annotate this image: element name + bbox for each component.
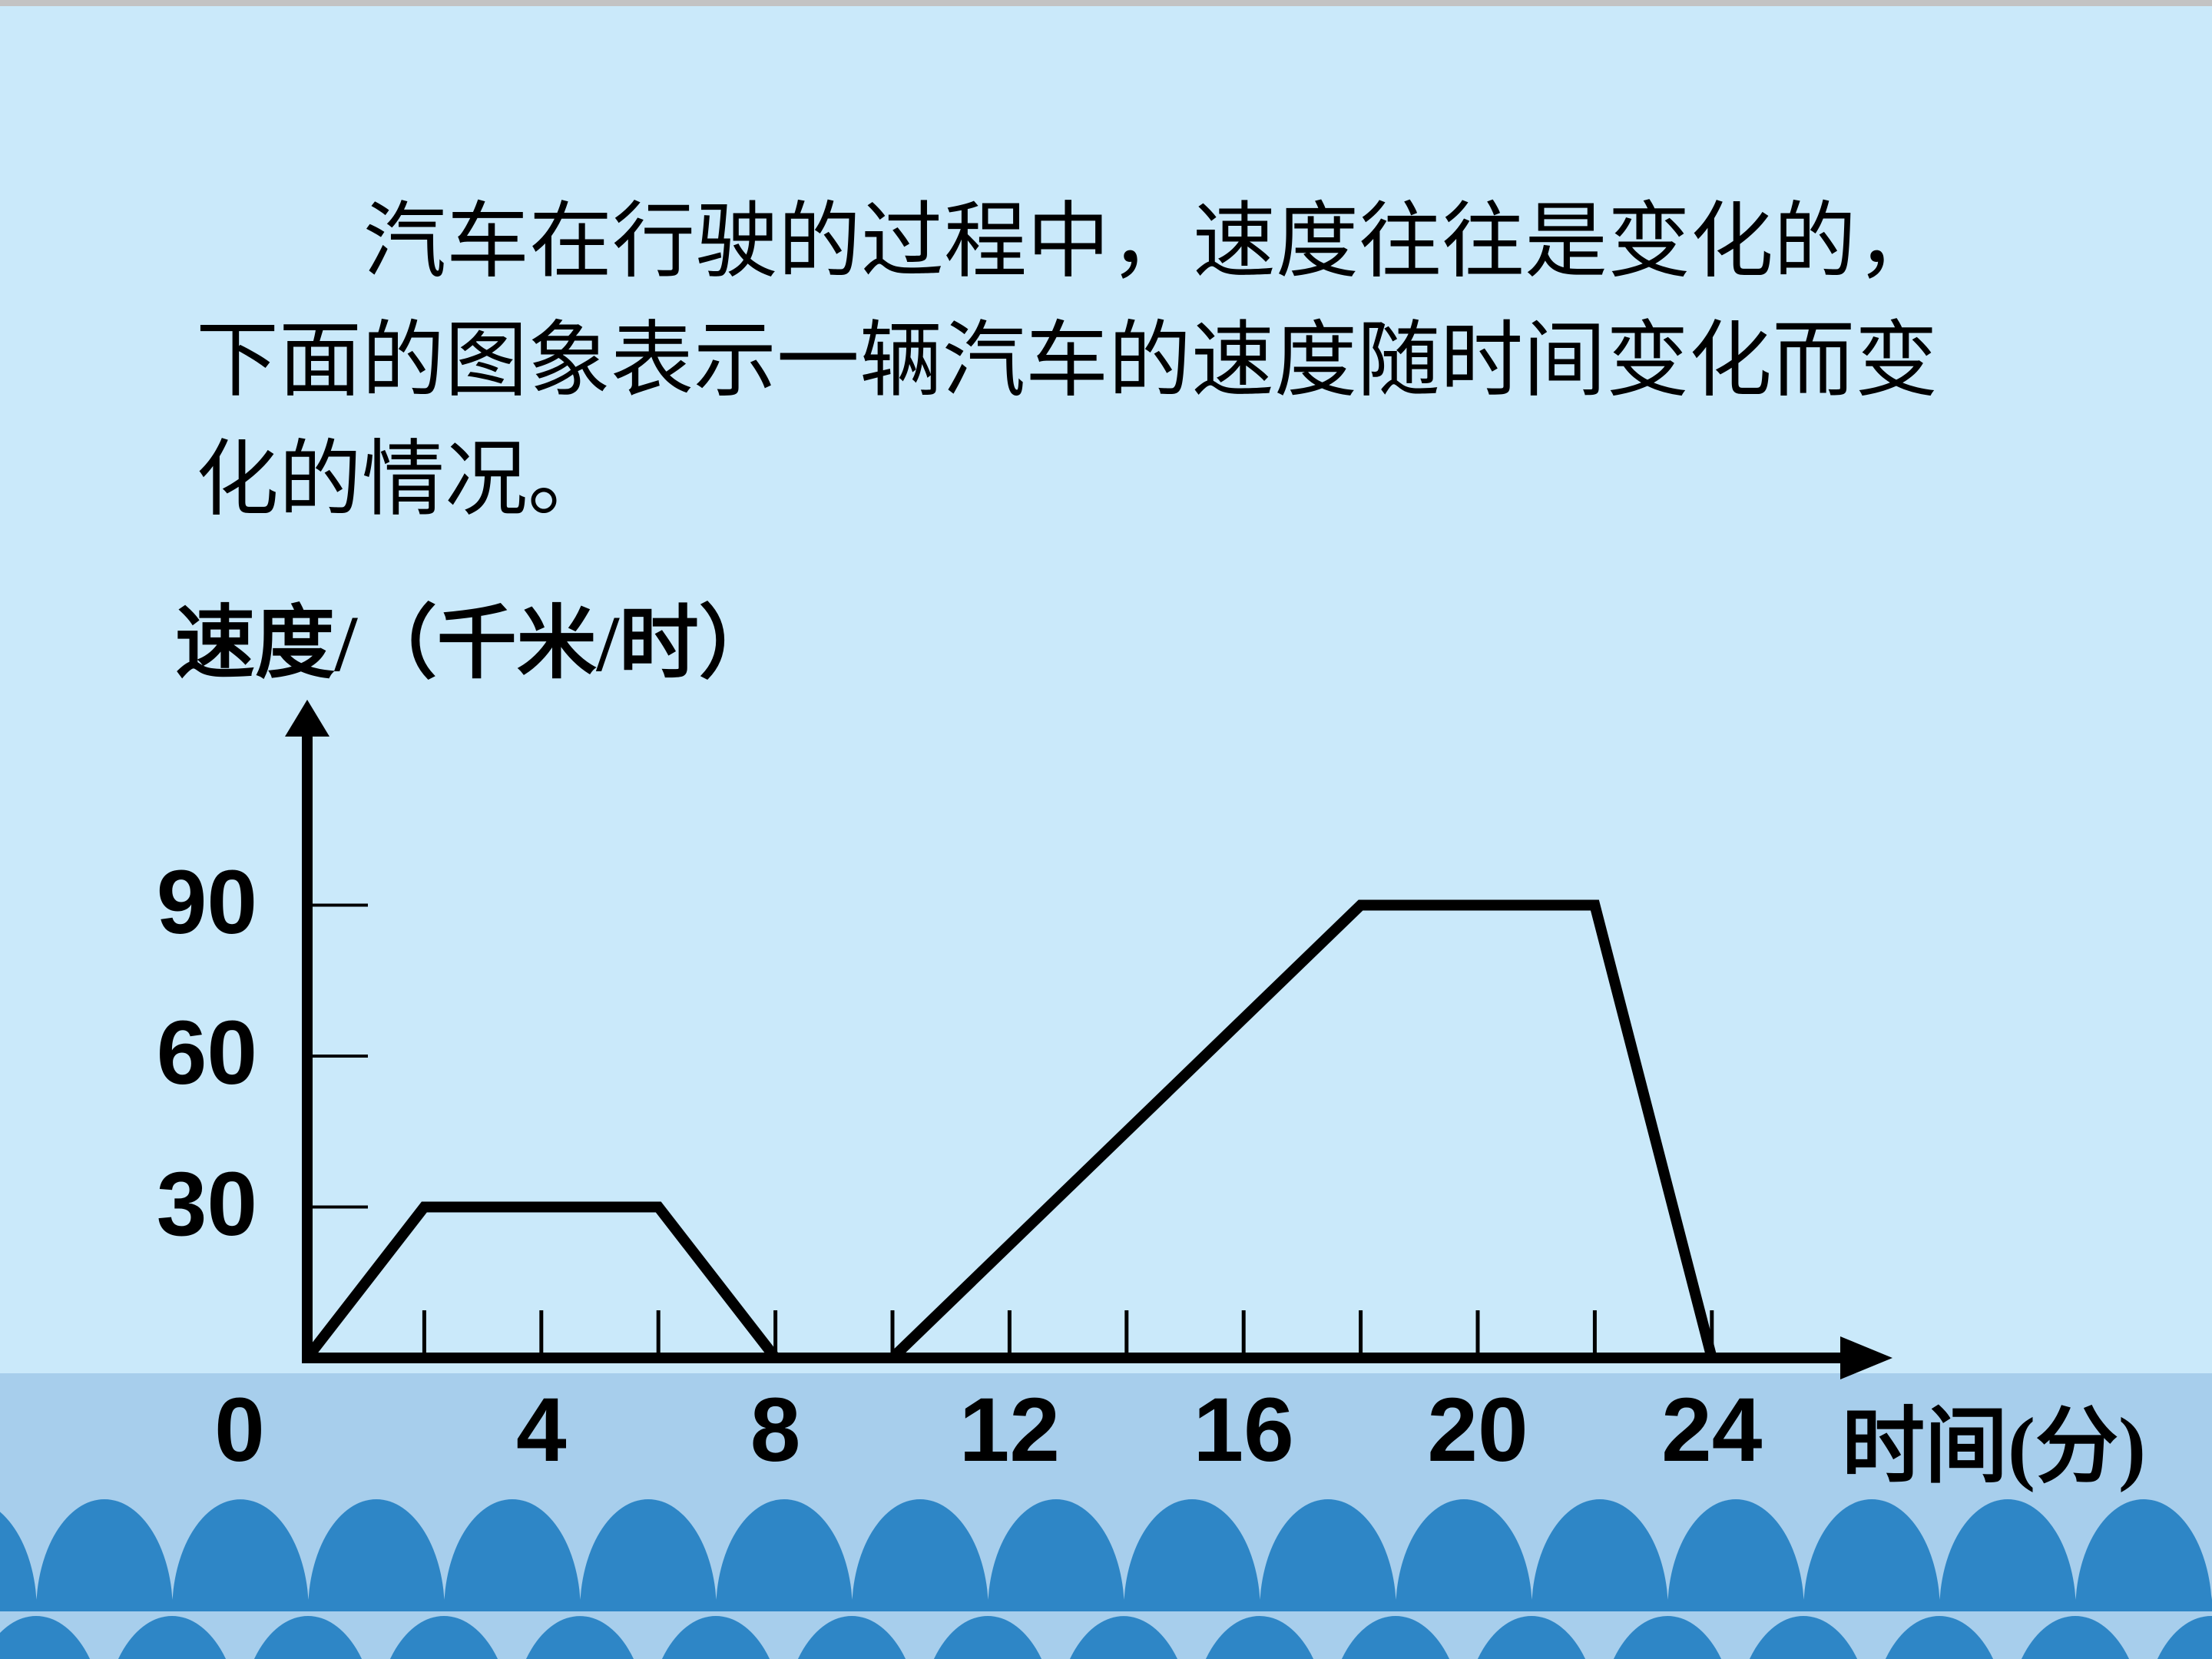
window-top-edge <box>0 0 2212 6</box>
x-tick-label: 12 <box>959 1379 1061 1481</box>
chart-ticks <box>310 903 1714 1358</box>
x-tick-label: 20 <box>1427 1379 1528 1481</box>
y-tick-label: 30 <box>156 1153 257 1255</box>
intro-text: 汽车在行驶的过程中，速度往往是变化的， 下面的图象表示一辆汽车的速度随时间变化而… <box>196 183 2093 540</box>
intro-line-3: 化的情况。 <box>196 435 611 526</box>
chart-axes <box>285 700 1892 1379</box>
intro-line-1: 汽车在行驶的过程中，速度往往是变化的， <box>363 197 1940 288</box>
x-tick-label: 4 <box>515 1379 567 1481</box>
x-tick-label: 24 <box>1661 1379 1763 1481</box>
y-tick-label: 60 <box>156 1002 257 1104</box>
x-tick-label: 8 <box>750 1379 801 1481</box>
intro-line-2: 下面的图象表示一辆汽车的速度随时间变化而变 <box>196 316 1939 407</box>
wave-decoration <box>0 1499 2212 1659</box>
x-tick-label: 16 <box>1193 1379 1294 1481</box>
y-tick-label: 90 <box>156 851 257 953</box>
y-axis-title: 速度/（千米/时） <box>175 600 779 688</box>
x-tick-label: 0 <box>214 1379 265 1481</box>
x-axis-title: 时间(分) <box>1842 1402 2146 1493</box>
speed-curve <box>303 899 1717 1363</box>
